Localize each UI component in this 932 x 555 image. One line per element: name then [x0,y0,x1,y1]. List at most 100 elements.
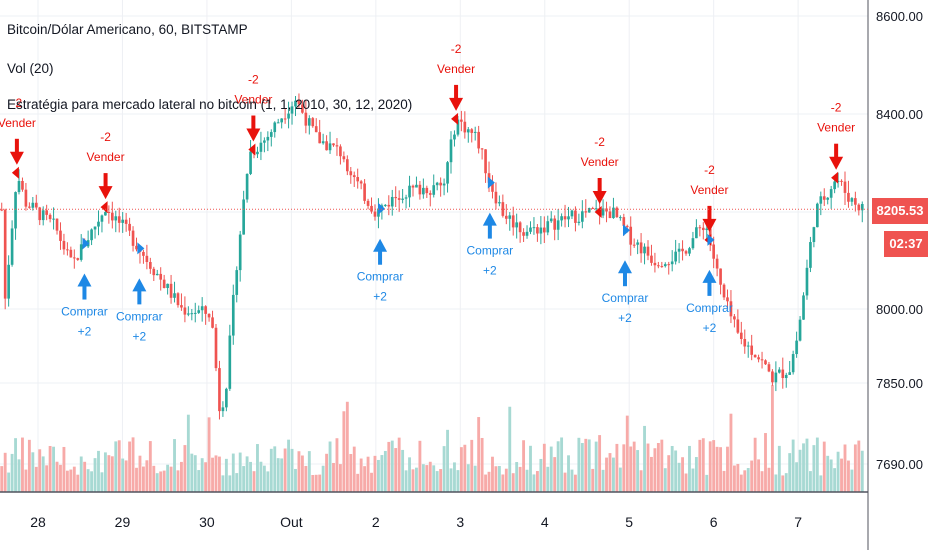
volume-bar [90,471,94,492]
candle-body [532,227,536,229]
candle-body [657,265,660,267]
candle-body [639,242,643,254]
candle-body [784,374,788,379]
volume-bar [432,465,436,492]
candle-body [418,184,422,195]
candle-body [567,216,570,220]
candle-body [104,211,107,216]
candle-body [542,227,546,233]
buy-marker [487,176,495,189]
buy-arrow-shaft [82,285,87,300]
candle-body [366,200,370,206]
volume-bar [356,473,360,492]
candle-body [646,246,650,256]
volume-bar [563,472,567,492]
candle-body [491,182,494,192]
volume-bar [390,440,394,492]
candle-body [456,119,460,135]
candle-body [760,359,764,361]
candle-body [425,187,429,194]
volume-bar [688,445,691,492]
volume-bar [10,453,14,492]
volume-bar [663,468,667,492]
sell-marker [451,112,459,125]
volume-bar [511,473,515,492]
volume-bar [93,458,97,492]
volume-bar [605,457,608,492]
candle-body [155,273,159,276]
candle-body [653,262,657,266]
volume-bar [86,469,90,492]
candle-body [684,251,688,254]
candle-body [432,185,436,195]
volume-bar [656,443,660,492]
volume-bar [753,437,757,492]
candle-body [31,202,35,208]
volume-bar [598,435,602,492]
candle-body [705,228,709,231]
candle-body [325,141,328,151]
volume-bar [466,464,470,492]
candle-body [439,182,442,186]
candle-body [384,204,387,206]
candle-body [591,208,595,210]
candle-body [59,230,62,241]
buy-arrow-shaft [707,281,712,296]
sell-qty-label: -2 [594,135,605,149]
candle-body [356,177,360,182]
candle-body [28,206,31,208]
candle-body [798,319,802,341]
candle-body [76,258,80,260]
volume-bar [729,413,733,492]
candle-body [242,199,245,235]
volume-bar [0,466,4,492]
volume-bar [701,438,705,492]
volume-bar [632,441,636,492]
volume-bar [228,475,232,492]
volume-bar [836,451,840,492]
candle-body [691,238,695,249]
volume-bar [573,474,577,492]
buy-signal: Comprar +2 [686,233,733,335]
candle-body [608,211,612,219]
volume-bar [55,461,59,492]
candle-body [235,270,239,295]
volume-bar [421,464,425,492]
buy-signal: Comprar +2 [61,237,108,339]
volume-bar [553,457,557,492]
sell-arrow-head [592,191,607,204]
buy-marker [137,242,145,255]
candle-body [283,118,287,120]
candle-body [494,191,498,204]
sell-signal: -2 Vender [0,96,36,179]
volume-bar [166,464,170,492]
candle-body [190,313,194,315]
buy-label: Comprar [61,305,108,319]
buy-arrow-shaft [137,290,142,305]
volume-bar [712,440,716,492]
candle-body [428,193,432,195]
candle-body [349,171,353,176]
candle-body [346,159,349,172]
volume-bar [560,437,564,492]
candle-body [231,294,235,336]
candle-body [297,100,301,105]
candle-body [307,118,311,126]
candle-body [733,316,736,320]
volume-bar [608,453,612,492]
volume-bar [131,437,135,492]
volume-bar [207,417,211,492]
volume-bar [311,475,315,492]
candle-body [515,222,518,228]
volume-bar [819,475,823,492]
volume-bar [262,465,266,492]
volume-bar [694,457,698,492]
candle-body [173,293,176,298]
volume-bar [732,465,736,492]
candle-body [79,244,83,260]
volume-bar [681,457,684,492]
candle-body [45,210,48,215]
sell-arrow-head [98,186,113,200]
